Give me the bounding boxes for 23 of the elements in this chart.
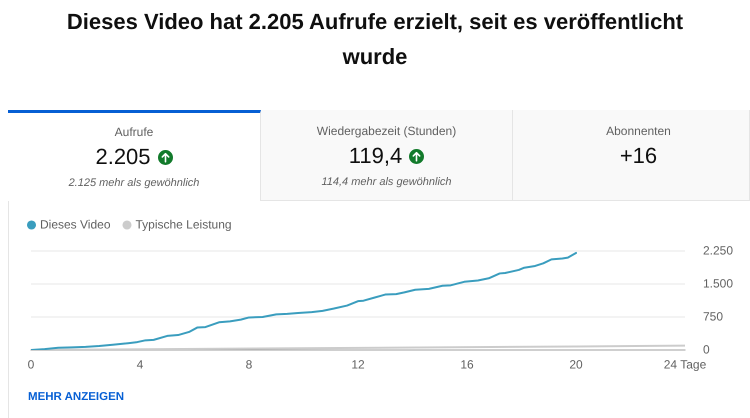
x-tick-label: 4 <box>136 358 144 372</box>
text: Dieses Video hat 2.205 Aufrufe erzielt, seit es veröffentlicht wurde <box>66 8 684 71</box>
x-tick-label: 20 <box>569 358 583 372</box>
text: 119,4 <box>348 142 402 170</box>
text: 114,4 mehr als gewöhnlich <box>321 176 452 188</box>
y-tick-label: 2.250 <box>703 243 734 258</box>
x-tick-label: 16 <box>460 358 474 372</box>
legend-label: Typische Leistung <box>135 217 232 232</box>
y-tick-label: 0 <box>703 342 710 356</box>
x-tick-label: 0 <box>28 358 35 372</box>
y-tick-label: 1.500 <box>703 276 734 290</box>
text: Abonnenten <box>605 123 672 139</box>
text: MEHR ANZEIGEN <box>28 390 124 405</box>
text: 2.205 <box>95 143 151 171</box>
text: 2.125 mehr als gewöhnlich <box>68 177 200 189</box>
x-tick-label: 8 <box>246 358 253 372</box>
y-tick-label: 750 <box>703 309 724 324</box>
x-tick-label: 24 Tage <box>664 358 707 372</box>
x-tick-label: 12 <box>351 358 365 372</box>
legend-label: Dieses Video <box>40 217 111 232</box>
text: +16 <box>620 142 658 170</box>
text: Aufrufe <box>114 124 154 140</box>
text: Wiedergabezeit (Stunden) <box>316 123 458 139</box>
